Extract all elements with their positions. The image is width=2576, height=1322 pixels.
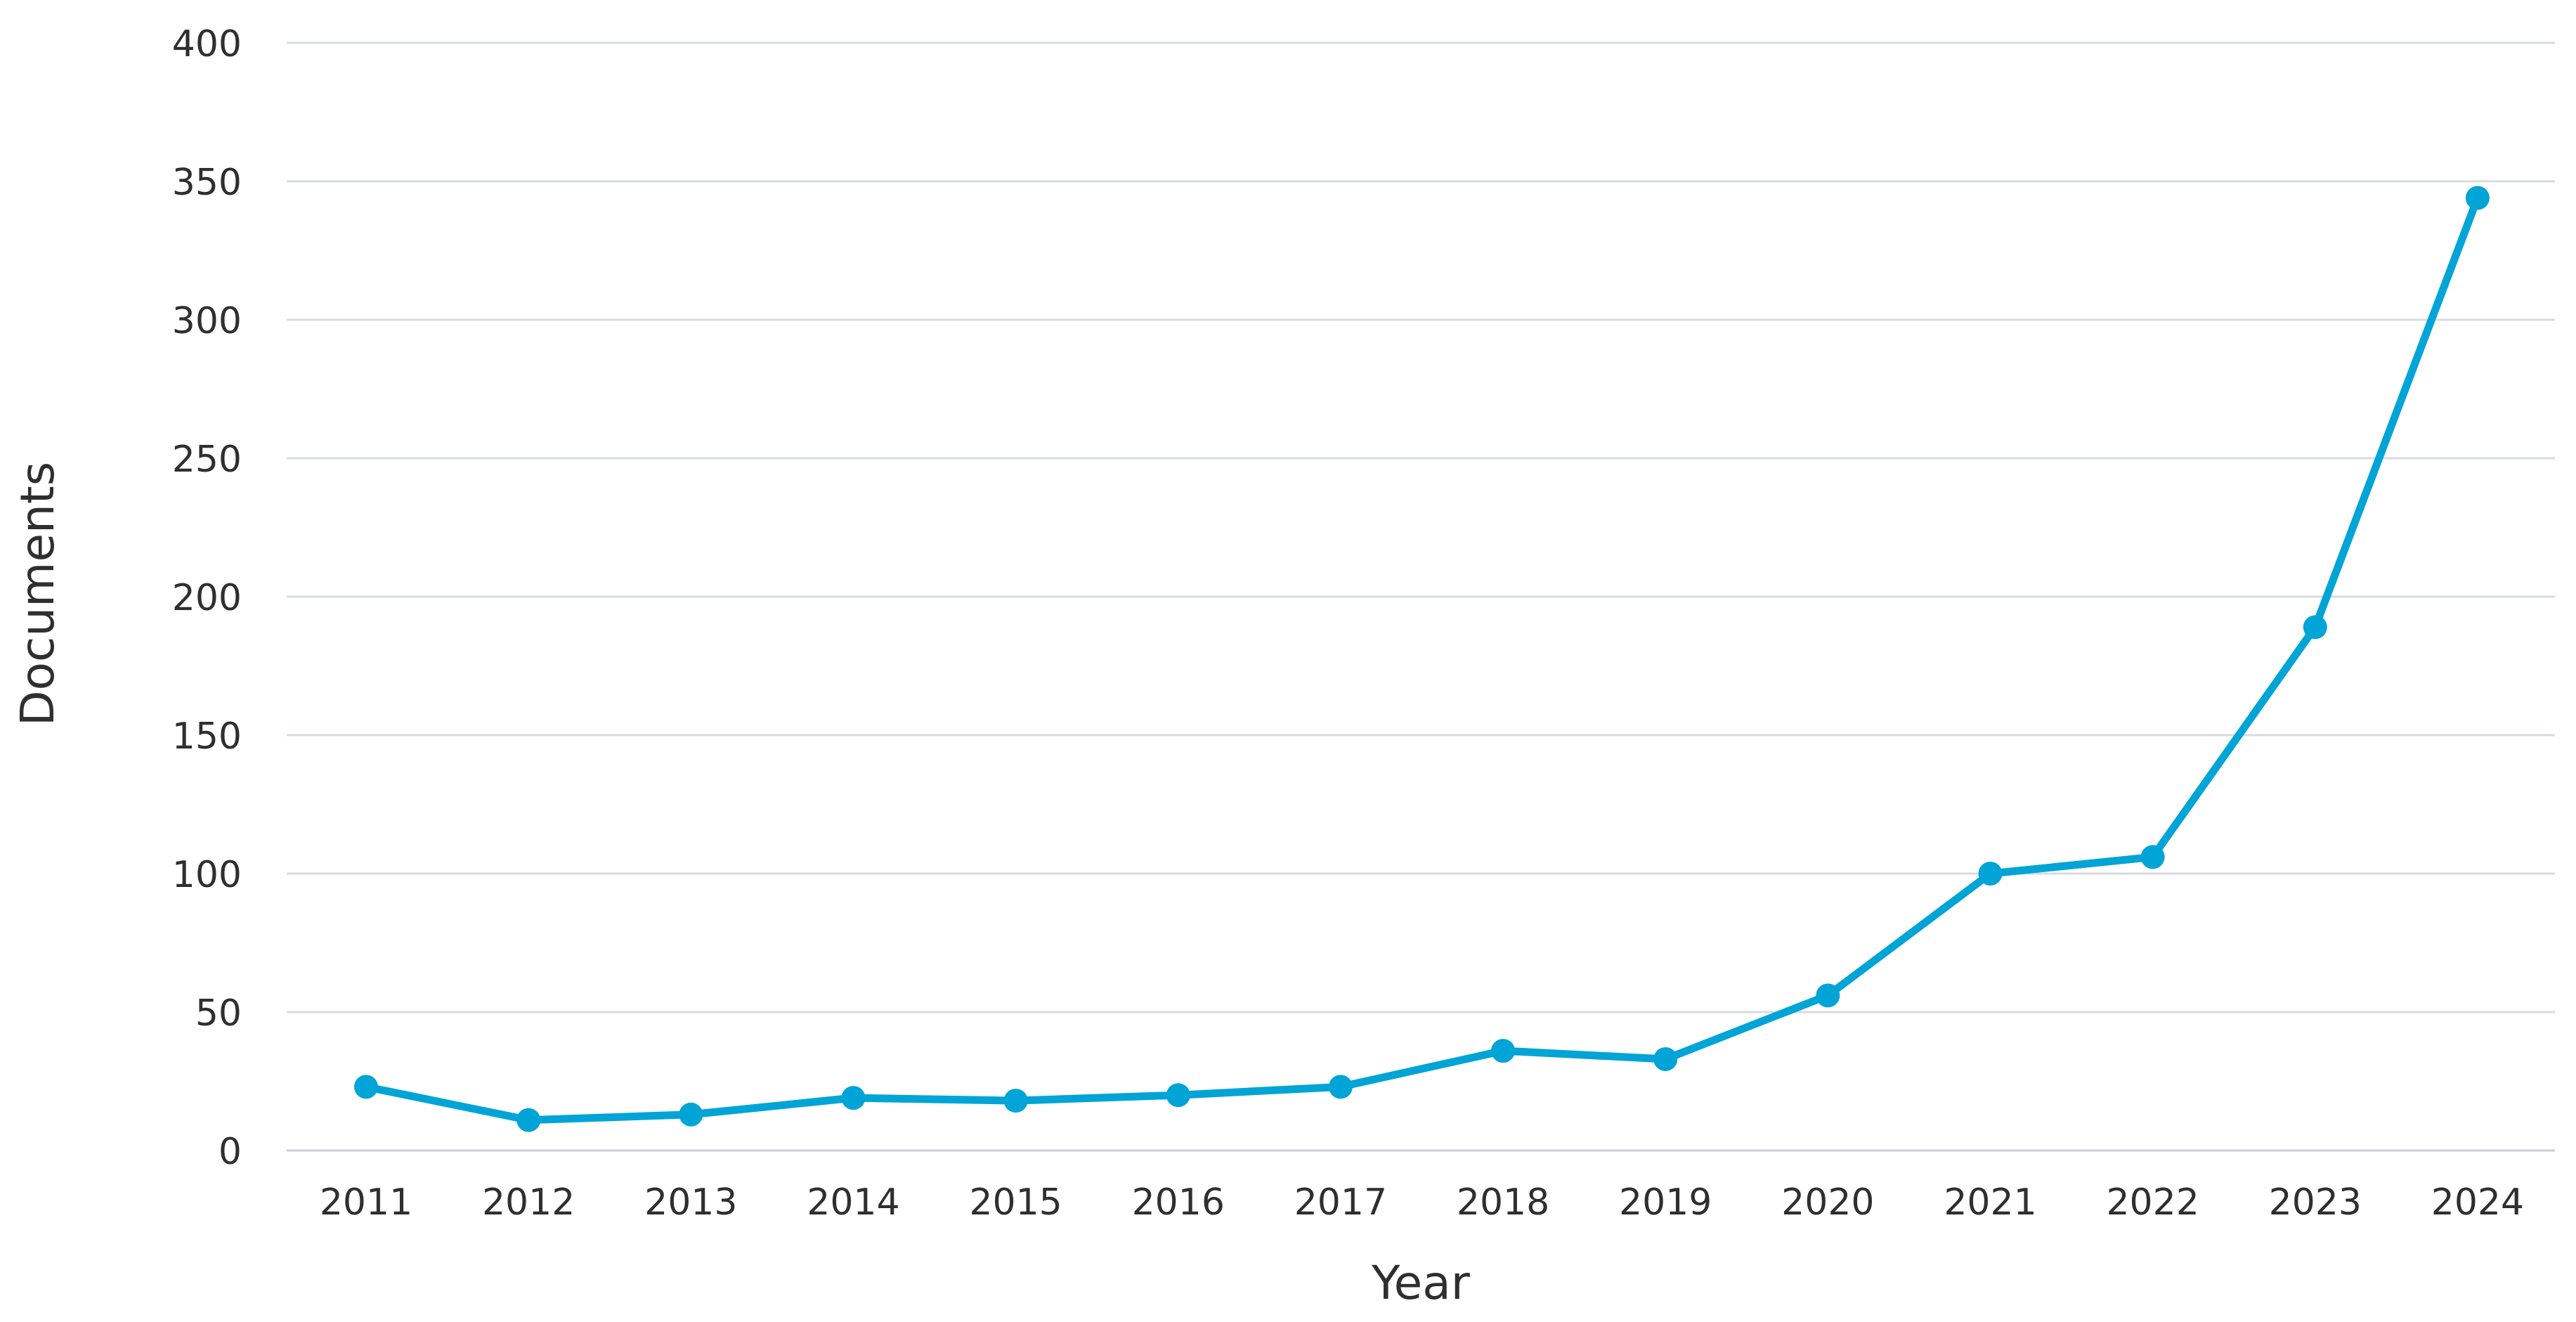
x-tick-label: 2016 bbox=[1132, 1181, 1225, 1224]
y-tick-label: 100 bbox=[172, 854, 242, 896]
data-point-2016 bbox=[1166, 1083, 1190, 1108]
x-tick-label: 2022 bbox=[2106, 1181, 2199, 1224]
data-point-2020 bbox=[1816, 983, 1840, 1008]
y-tick-label: 150 bbox=[172, 715, 242, 758]
y-tick-label: 0 bbox=[219, 1131, 242, 1173]
gridlines bbox=[287, 41, 2555, 1152]
y-tick-label: 200 bbox=[172, 577, 242, 619]
x-axis-ticks: 2011 2012 2013 2014 2015 2016 2017 2018 2019 2020… bbox=[320, 1181, 2524, 1224]
data-point-2024 bbox=[2465, 186, 2490, 210]
x-tick-label: 2011 bbox=[320, 1181, 412, 1224]
data-point-2014 bbox=[841, 1086, 866, 1110]
x-tick-label: 2015 bbox=[969, 1181, 1062, 1224]
y-axis-title: Documents bbox=[11, 462, 65, 726]
x-tick-label: 2013 bbox=[644, 1181, 737, 1224]
x-tick-label: 2012 bbox=[482, 1181, 575, 1224]
x-tick-label: 2024 bbox=[2431, 1181, 2524, 1224]
data-point-2019 bbox=[1653, 1046, 1678, 1071]
x-tick-label: 2018 bbox=[1457, 1181, 1549, 1224]
data-point-2018 bbox=[1491, 1039, 1516, 1063]
data-point-2015 bbox=[1003, 1089, 1028, 1113]
series-group bbox=[354, 186, 2490, 1132]
series-line bbox=[362, 194, 2482, 1125]
x-tick-label: 2014 bbox=[807, 1181, 899, 1224]
x-tick-label: 2017 bbox=[1294, 1181, 1387, 1224]
y-tick-label: 350 bbox=[172, 162, 242, 204]
data-point-2012 bbox=[516, 1108, 541, 1132]
y-tick-label: 50 bbox=[195, 992, 242, 1035]
data-point-2022 bbox=[2140, 845, 2165, 869]
x-tick-label: 2021 bbox=[1944, 1181, 2036, 1224]
data-point-2017 bbox=[1328, 1075, 1353, 1099]
x-tick-label: 2020 bbox=[1781, 1181, 1874, 1224]
y-tick-label: 300 bbox=[172, 300, 242, 342]
data-point-2011 bbox=[354, 1075, 378, 1099]
y-tick-label: 400 bbox=[172, 23, 242, 65]
data-point-2013 bbox=[679, 1102, 703, 1127]
data-point-2023 bbox=[2303, 615, 2327, 640]
y-axis-ticks: 0 50 100 150 200 250 300 350 400 bbox=[172, 23, 242, 1173]
data-point-2021 bbox=[1978, 862, 2003, 886]
x-axis-title: Year bbox=[1371, 1256, 1471, 1310]
x-tick-label: 2019 bbox=[1619, 1181, 1712, 1224]
y-tick-label: 250 bbox=[172, 439, 242, 481]
x-tick-label: 2023 bbox=[2269, 1181, 2362, 1224]
